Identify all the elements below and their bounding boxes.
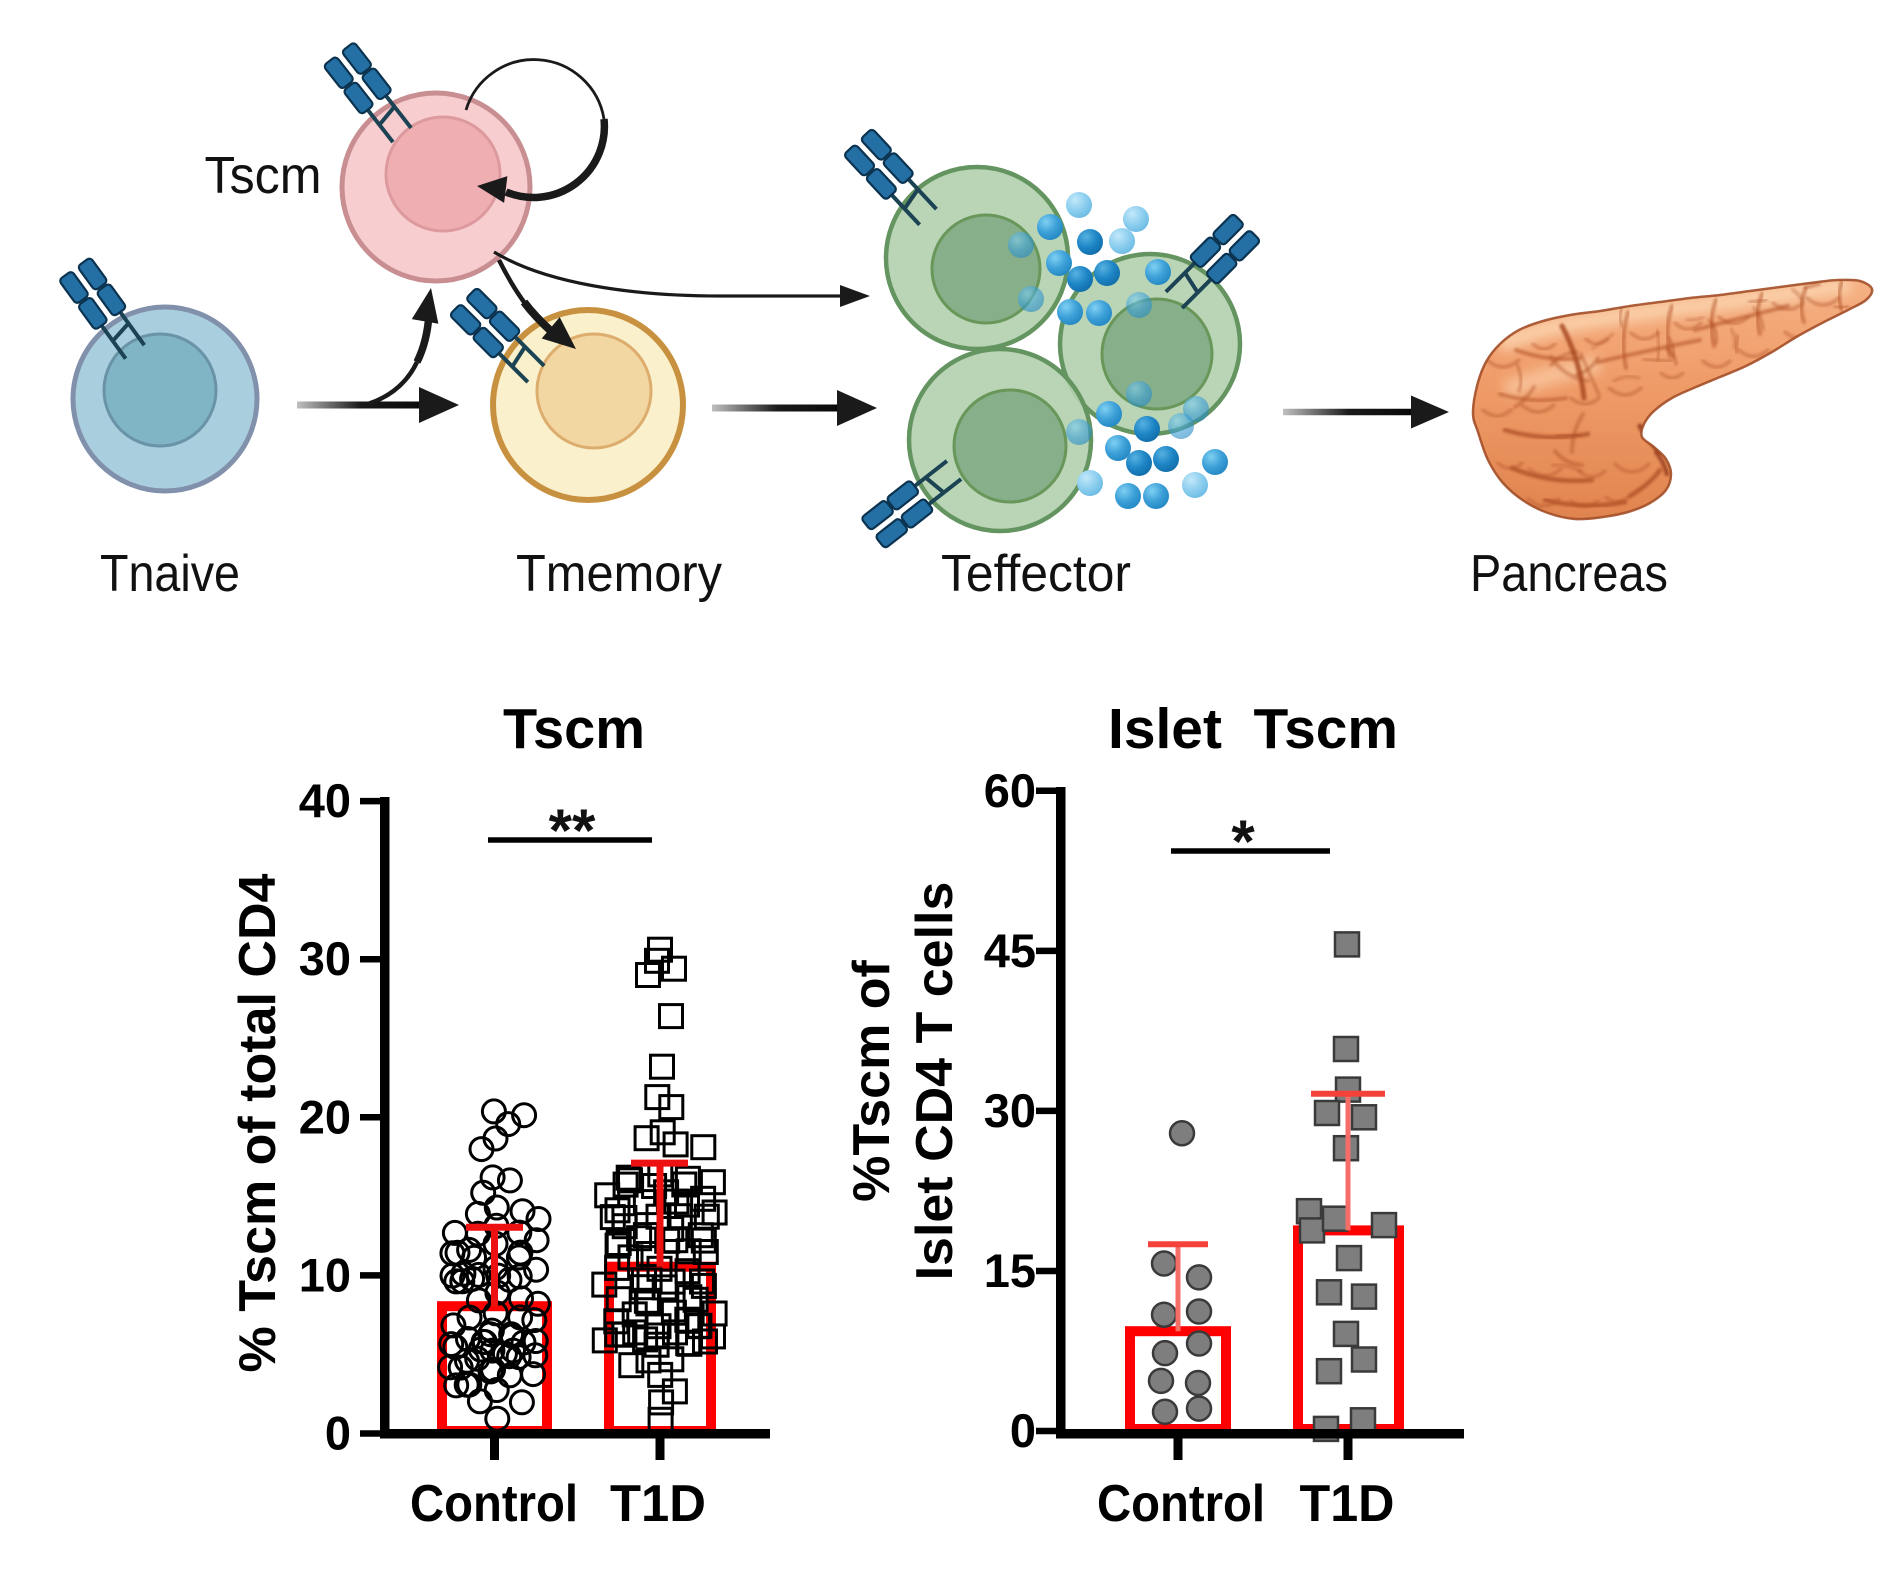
- svg-text:Tnaive: Tnaive: [100, 545, 240, 603]
- svg-text:T1D: T1D: [610, 1475, 706, 1533]
- svg-text:Tscm: Tscm: [503, 697, 645, 761]
- svg-text:20: 20: [299, 1090, 351, 1143]
- svg-text:40: 40: [299, 774, 351, 827]
- svg-text:30: 30: [984, 1084, 1036, 1137]
- svg-text:10: 10: [299, 1248, 351, 1301]
- svg-text:Pancreas: Pancreas: [1470, 545, 1668, 603]
- svg-text:*: *: [1231, 808, 1255, 875]
- svg-text:45: 45: [984, 924, 1036, 977]
- svg-text:Teffector: Teffector: [941, 545, 1131, 603]
- svg-text:Tscm: Tscm: [205, 147, 322, 205]
- svg-text:30: 30: [299, 932, 351, 985]
- svg-text:T1D: T1D: [1300, 1475, 1395, 1533]
- svg-text:Islet Tscm: Islet Tscm: [1108, 697, 1398, 761]
- svg-text:Islet CD4 T cells: Islet CD4 T cells: [906, 882, 964, 1281]
- svg-text:60: 60: [984, 764, 1036, 817]
- svg-text:**: **: [549, 797, 596, 864]
- svg-text:15: 15: [984, 1244, 1036, 1297]
- svg-text:%Tscm of: %Tscm of: [843, 959, 901, 1201]
- svg-text:Control: Control: [1097, 1475, 1265, 1533]
- svg-text:Control: Control: [410, 1475, 578, 1533]
- svg-text:Tmemory: Tmemory: [516, 545, 722, 603]
- svg-text:% Tscm of total CD4: % Tscm of total CD4: [229, 873, 287, 1372]
- svg-text:0: 0: [325, 1407, 351, 1460]
- svg-text:0: 0: [1010, 1404, 1036, 1457]
